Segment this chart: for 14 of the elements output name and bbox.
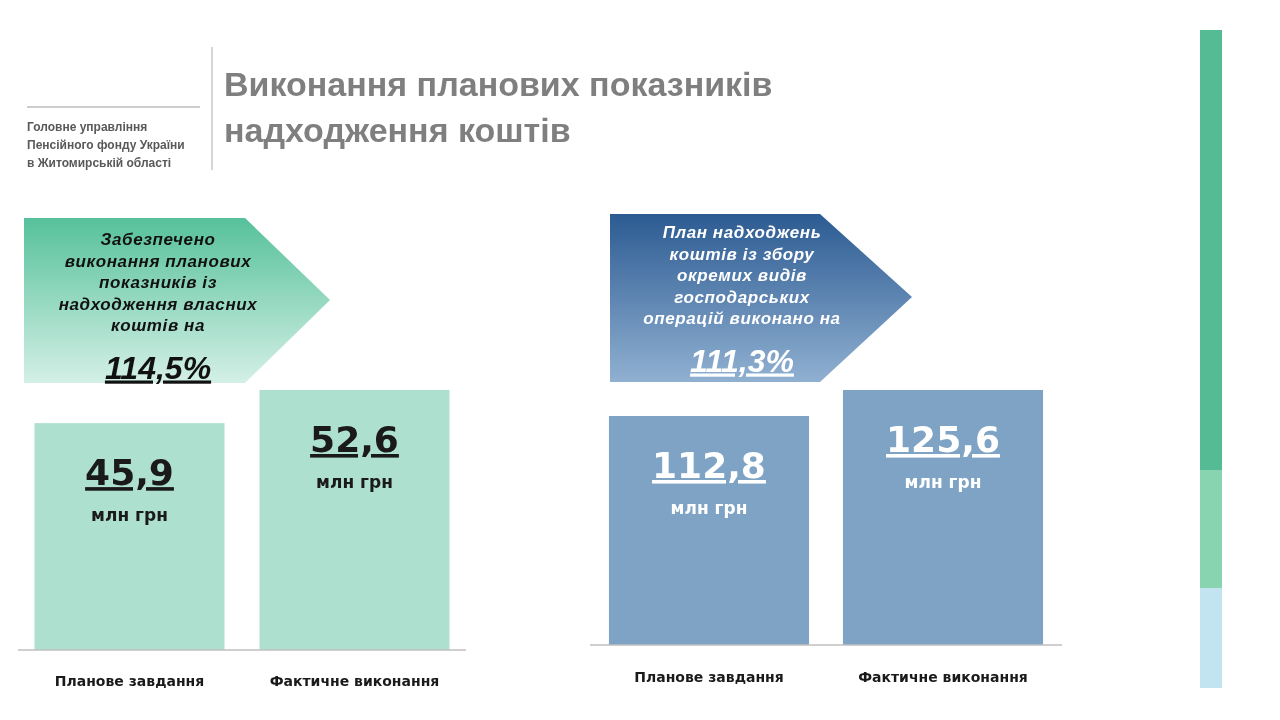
text: Забезпечено виконання планових показників із надходження власних коштів на (58, 230, 259, 335)
x-tick-label: Планове завдання (634, 669, 784, 685)
data-label: 45,9 млн грн (85, 452, 174, 526)
x-tick-label: Фактичне виконання (858, 669, 1028, 685)
chart-title: Виконання планових показників надходження коштів (224, 65, 773, 149)
text: 111,3% (690, 342, 794, 379)
text: 114,5% (104, 349, 212, 386)
x-tick-label: Фактичне виконання (269, 673, 440, 689)
data-label: 112,8 млн грн (652, 444, 766, 518)
data-label: 52,6 млн грн (310, 419, 399, 492)
text: План надходжень коштів із збору окремих видів господарських операцій виконано на (643, 223, 841, 328)
chart-subtitle: Головне управління Пенсійного фонду України в Житомирській області (27, 120, 185, 170)
data-label: 125,6 млн грн (886, 419, 1000, 492)
x-tick-label: Планове завдання (54, 673, 205, 689)
